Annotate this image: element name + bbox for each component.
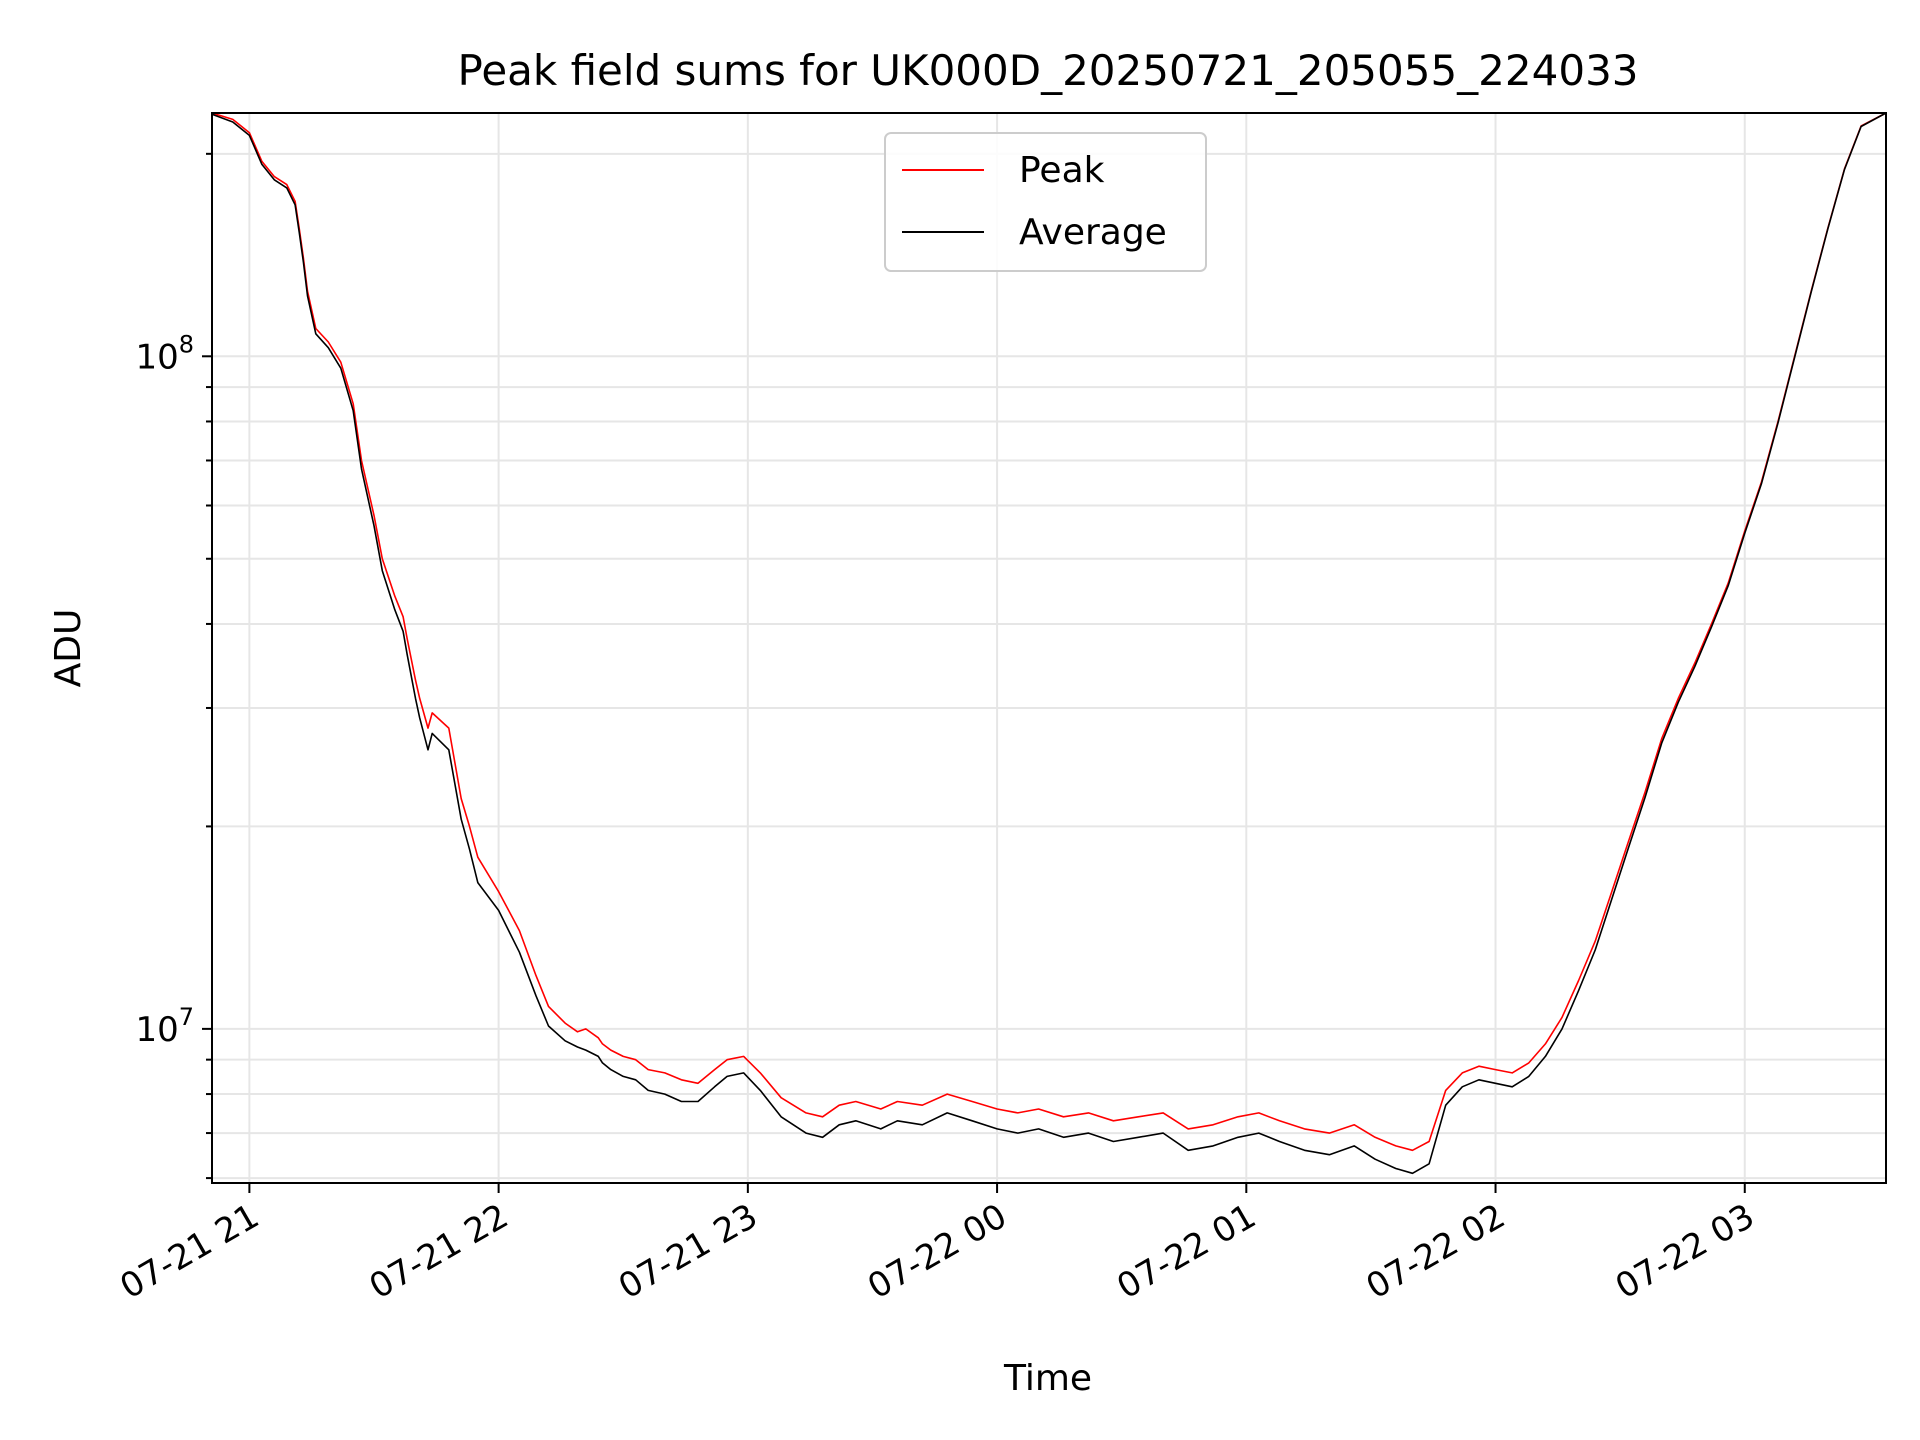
legend-label-peak: Peak [1019, 150, 1105, 191]
chart-title: Peak field sums for UK000D_20250721_2050… [457, 46, 1638, 95]
y-tick-label: 108 [135, 330, 194, 377]
plot-frame [211, 112, 1887, 1184]
x-axis-label: Time [1003, 1358, 1092, 1399]
legend-label-average: Average [1019, 212, 1167, 253]
series-line-average [211, 112, 1887, 1175]
series-line-peak [211, 112, 1887, 1152]
y-axis-label: ADU [48, 609, 89, 688]
legend: Peak Average [884, 132, 1207, 272]
y-tick-label: 107 [135, 1003, 194, 1050]
legend-box [884, 132, 1207, 272]
plot-series [211, 112, 1887, 1175]
